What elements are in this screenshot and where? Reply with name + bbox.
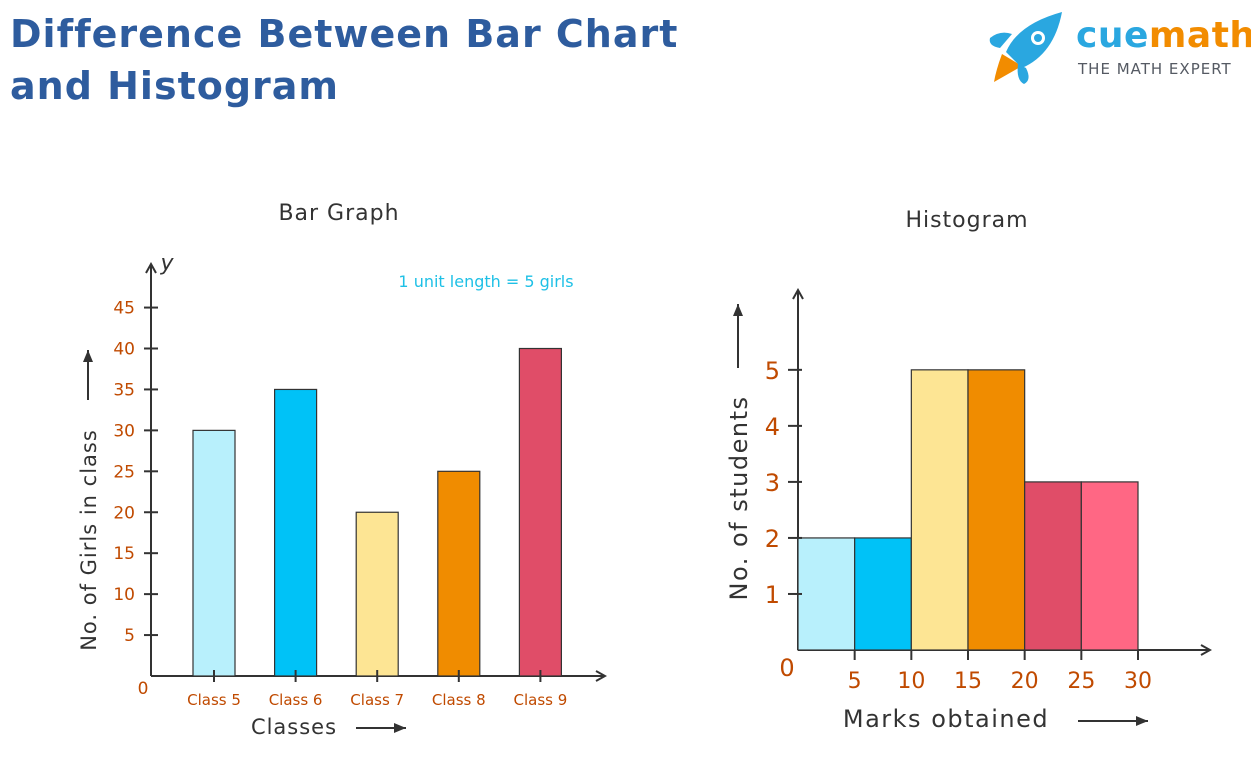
bar-graph-origin-label: 0 — [138, 679, 149, 699]
histogram: Histogram 0 1 2 3 4 5 5 10 15 20 25 30 Marks obta… — [725, 208, 1210, 733]
bar-graph-category-label: Class 7 — [350, 691, 404, 709]
histogram-x-tick-label: 10 — [897, 669, 925, 694]
page-title-line1: Difference Between Bar Chart — [10, 12, 679, 56]
bar-graph-category-label: Class 5 — [187, 691, 241, 709]
histogram-x-tick-label: 25 — [1067, 669, 1095, 694]
histogram-bar — [967, 369, 1026, 651]
bar-graph-y-tick-label: 40 — [113, 340, 135, 360]
histogram-y-axis-label: No. of students — [725, 396, 753, 601]
bar-graph: Bar Graph y 0 5 10 15 20 25 30 35 40 45 Class 5 C… — [77, 201, 605, 739]
histogram-bar — [854, 537, 912, 651]
histogram-bar — [797, 537, 856, 651]
bar-graph-category-label: Class 8 — [432, 691, 486, 709]
bar-graph-bar — [355, 511, 399, 677]
histogram-bar — [1024, 481, 1082, 651]
histogram-y-tick-label: 5 — [765, 357, 780, 385]
brand-tagline: THE MATH EXPERT — [1078, 60, 1232, 78]
histogram-y-tick-label: 4 — [765, 413, 780, 441]
histogram-x-tick-label: 20 — [1011, 669, 1039, 694]
histogram-bar — [1080, 481, 1139, 651]
histogram-bar — [910, 369, 969, 651]
bar-graph-y-axis-label: No. of Girls in class — [77, 429, 101, 651]
rocket-icon — [989, 12, 1062, 84]
histogram-title: Histogram — [905, 208, 1028, 233]
bar-graph-y-tick-label: 45 — [113, 299, 135, 319]
bar-graph-y-tick-label: 10 — [113, 585, 135, 605]
bar-graph-bar — [192, 429, 236, 677]
bar-graph-y-axis-symbol: y — [159, 251, 174, 276]
bar-graph-bar — [518, 347, 563, 677]
brand-name: cuemath — [1076, 14, 1251, 58]
page-title: Difference Between Bar Chart and Histogr… — [10, 8, 678, 112]
histogram-y-tick-label: 1 — [765, 581, 780, 609]
bar-graph-y-tick-label: 30 — [113, 421, 135, 441]
bar-graph-bar — [274, 388, 318, 677]
bar-graph-y-tick-label: 25 — [113, 462, 135, 482]
histogram-y-tick-label: 2 — [765, 525, 780, 553]
page-title-line2: and Histogram — [10, 64, 340, 108]
bar-graph-y-tick-label: 5 — [124, 626, 135, 646]
bar-graph-bar — [437, 470, 481, 677]
bar-graph-x-axis-label: Classes — [251, 715, 337, 739]
bar-graph-y-tick-label: 35 — [113, 380, 135, 400]
brand-logo: cuemath THE MATH EXPERT — [988, 8, 1251, 88]
bar-graph-category-label: Class 6 — [269, 691, 323, 709]
bar-graph-y-tick-label: 15 — [113, 544, 135, 564]
histogram-x-axis-label: Marks obtained — [843, 705, 1049, 733]
histogram-x-tick-label: 30 — [1124, 669, 1152, 694]
bar-graph-y-tick-label: 20 — [113, 503, 135, 523]
brand-name-part2: math — [1148, 15, 1251, 56]
brand-name-part1: cue — [1076, 15, 1149, 56]
histogram-x-tick-label: 15 — [954, 669, 982, 694]
bar-graph-title: Bar Graph — [278, 201, 399, 226]
bar-graph-category-label: Class 9 — [514, 691, 568, 709]
histogram-y-tick-label: 3 — [765, 469, 780, 497]
histogram-x-tick-label: 5 — [848, 669, 862, 694]
histogram-origin-label: 0 — [779, 654, 794, 682]
bar-graph-annotation: 1 unit length = 5 girls — [398, 272, 573, 291]
